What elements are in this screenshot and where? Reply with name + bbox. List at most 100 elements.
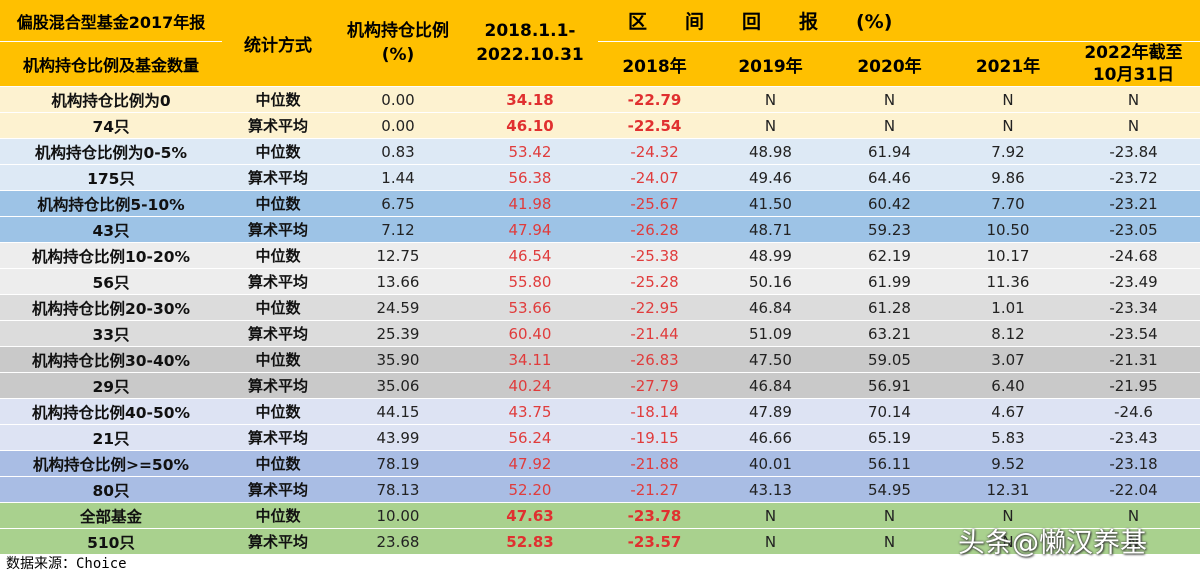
year-2019-header: 2019年 (711, 41, 830, 87)
group-label: 机构持仓比例为0-5% (0, 138, 222, 165)
return-2022-cell: -22.04 (1067, 476, 1200, 503)
return-2018-cell: -21.44 (598, 320, 711, 347)
return-2018-cell: -21.88 (598, 450, 711, 477)
table-row: 21只 算术平均 43.99 56.24 -19.15 46.66 65.19 5.83 -23… (0, 424, 1200, 451)
total-return-cell: 56.38 (462, 164, 598, 191)
return-2020-cell: N (830, 112, 949, 139)
return-2019-cell: N (711, 86, 830, 113)
ratio-cell: 12.75 (334, 242, 462, 269)
return-2019-cell: 50.16 (711, 268, 830, 295)
return-2019-cell: N (711, 528, 830, 555)
group-label: 机构持仓比例40-50% (0, 398, 222, 425)
return-2020-cell: 65.19 (830, 424, 949, 451)
return-2021-cell: 9.52 (949, 450, 1067, 477)
method-header: 统计方式 (222, 0, 334, 87)
group-count: 175只 (0, 164, 222, 191)
ratio-cell: 44.15 (334, 398, 462, 425)
ratio-cell: 35.90 (334, 346, 462, 373)
ratio-cell: 78.19 (334, 450, 462, 477)
return-2021-cell: 7.92 (949, 138, 1067, 165)
return-2019-cell: 41.50 (711, 190, 830, 217)
method-cell: 中位数 (222, 190, 334, 217)
ratio-cell: 1.44 (334, 164, 462, 191)
group-label: 机构持仓比例10-20% (0, 242, 222, 269)
table-row: 43只 算术平均 7.12 47.94 -26.28 48.71 59.23 10.50 -23… (0, 216, 1200, 243)
ratio-cell: 35.06 (334, 372, 462, 399)
ratio-cell: 43.99 (334, 424, 462, 451)
return-2018-cell: -18.14 (598, 398, 711, 425)
total-return-cell: 55.80 (462, 268, 598, 295)
total-return-cell: 53.42 (462, 138, 598, 165)
group-count: 21只 (0, 424, 222, 451)
method-cell: 中位数 (222, 502, 334, 529)
group-count: 56只 (0, 268, 222, 295)
return-2019-cell: 46.66 (711, 424, 830, 451)
return-2019-cell: 46.84 (711, 294, 830, 321)
method-cell: 算术平均 (222, 164, 334, 191)
return-2019-cell: 46.84 (711, 372, 830, 399)
return-2020-cell: 62.19 (830, 242, 949, 269)
return-2019-cell: 47.89 (711, 398, 830, 425)
group-count: 510只 (0, 528, 222, 555)
year-2021-header: 2021年 (949, 41, 1067, 87)
return-2018-cell: -23.57 (598, 528, 711, 555)
return-2019-cell: 40.01 (711, 450, 830, 477)
group-label: 机构持仓比例>=50% (0, 450, 222, 477)
method-cell: 算术平均 (222, 112, 334, 139)
method-cell: 中位数 (222, 450, 334, 477)
table-row: 80只 算术平均 78.13 52.20 -21.27 43.13 54.95 12.31 -2… (0, 476, 1200, 503)
ratio-cell: 0.00 (334, 112, 462, 139)
return-2022-cell: N (1067, 502, 1200, 529)
return-2021-cell: 12.31 (949, 476, 1067, 503)
return-2022-cell: -23.72 (1067, 164, 1200, 191)
ratio-cell: 0.83 (334, 138, 462, 165)
ratio-cell: 6.75 (334, 190, 462, 217)
return-2021-cell: 6.40 (949, 372, 1067, 399)
return-2022-cell: -24.6 (1067, 398, 1200, 425)
return-2020-cell: 61.94 (830, 138, 949, 165)
total-return-cell: 53.66 (462, 294, 598, 321)
total-return-cell: 56.24 (462, 424, 598, 451)
group-count: 33只 (0, 320, 222, 347)
return-2019-cell: 43.13 (711, 476, 830, 503)
group-label: 机构持仓比例5-10% (0, 190, 222, 217)
table-row: 全部基金 中位数 10.00 47.63 -23.78 N N N N (0, 502, 1200, 529)
return-2018-cell: -25.67 (598, 190, 711, 217)
return-2020-cell: N (830, 528, 949, 555)
return-2021-cell: 3.07 (949, 346, 1067, 373)
table-body: 机构持仓比例为0 中位数 0.00 34.18 -22.79 N N N N 74只 算术平均 0.0… (0, 86, 1200, 555)
return-2022-cell: -23.54 (1067, 320, 1200, 347)
group-count: 29只 (0, 372, 222, 399)
table-row: 机构持仓比例20-30% 中位数 24.59 53.66 -22.95 46.84 61.2… (0, 294, 1200, 321)
table-row: 机构持仓比例10-20% 中位数 12.75 46.54 -25.38 48.99 62.1… (0, 242, 1200, 269)
return-2022-cell: -24.68 (1067, 242, 1200, 269)
return-2021-cell: N (949, 112, 1067, 139)
return-2021-cell: 9.86 (949, 164, 1067, 191)
return-2021-cell: 8.12 (949, 320, 1067, 347)
return-2018-cell: -27.79 (598, 372, 711, 399)
return-2022-cell: N (1067, 528, 1200, 555)
ratio-cell: 7.12 (334, 216, 462, 243)
return-2019-cell: 48.98 (711, 138, 830, 165)
total-return-cell: 47.94 (462, 216, 598, 243)
return-2018-cell: -26.83 (598, 346, 711, 373)
group-label: 全部基金 (0, 502, 222, 529)
return-2021-cell: N (949, 502, 1067, 529)
total-return-cell: 46.54 (462, 242, 598, 269)
period-return-header: 区 间 回 报 (%) (598, 0, 1200, 42)
table-row: 29只 算术平均 35.06 40.24 -27.79 46.84 56.91 6.40 -21… (0, 372, 1200, 399)
table-row: 机构持仓比例5-10% 中位数 6.75 41.98 -25.67 41.50 60.42 7… (0, 190, 1200, 217)
group-count: 80只 (0, 476, 222, 503)
return-2021-cell: 4.67 (949, 398, 1067, 425)
ratio-cell: 78.13 (334, 476, 462, 503)
total-return-cell: 46.10 (462, 112, 598, 139)
ratio-cell: 23.68 (334, 528, 462, 555)
return-2019-cell: N (711, 502, 830, 529)
method-cell: 算术平均 (222, 528, 334, 555)
total-return-cell: 52.20 (462, 476, 598, 503)
table-row: 56只 算术平均 13.66 55.80 -25.28 50.16 61.99 11.36 -2… (0, 268, 1200, 295)
return-2019-cell: 48.71 (711, 216, 830, 243)
return-2022-cell: -23.18 (1067, 450, 1200, 477)
table-row: 33只 算术平均 25.39 60.40 -21.44 51.09 63.21 8.12 -23… (0, 320, 1200, 347)
table-row: 机构持仓比例40-50% 中位数 44.15 43.75 -18.14 47.89 70.1… (0, 398, 1200, 425)
